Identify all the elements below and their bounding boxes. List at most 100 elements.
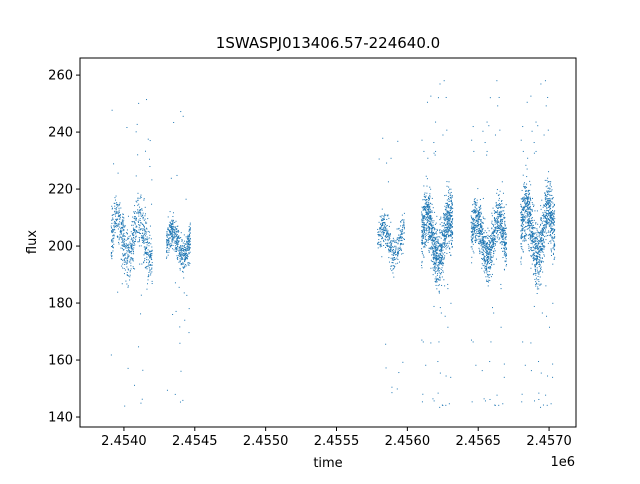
data-point	[528, 207, 530, 209]
x-tick-label: 2.4555	[314, 434, 360, 449]
data-point	[540, 217, 542, 219]
data-point	[132, 258, 134, 260]
data-point	[493, 242, 495, 244]
data-point	[447, 216, 449, 218]
data-point	[422, 209, 424, 211]
data-point	[132, 240, 134, 242]
data-point	[112, 239, 114, 241]
data-point	[537, 244, 539, 246]
data-point	[548, 199, 550, 201]
data-point	[451, 233, 453, 235]
data-point	[547, 210, 549, 212]
data-point	[174, 236, 176, 238]
data-point	[529, 198, 531, 200]
data-point	[551, 251, 552, 253]
data-point	[450, 230, 452, 232]
data-point	[444, 227, 446, 229]
data-point	[425, 232, 427, 234]
data-point	[473, 224, 475, 226]
data-point	[174, 245, 176, 247]
data-point	[151, 262, 153, 264]
data-point	[547, 242, 549, 244]
data-point	[547, 177, 549, 179]
data-point	[550, 233, 552, 235]
data-point	[532, 274, 534, 276]
data-point	[521, 246, 523, 248]
data-point	[487, 252, 489, 254]
data-point	[421, 230, 423, 232]
data-point	[552, 253, 554, 255]
data-point	[527, 157, 529, 159]
data-point	[480, 219, 482, 221]
data-point	[149, 251, 151, 253]
data-point	[130, 231, 132, 233]
data-point	[520, 258, 522, 260]
data-point	[551, 212, 553, 214]
data-point	[432, 233, 434, 235]
data-point	[140, 194, 142, 196]
data-point	[140, 212, 142, 214]
data-point	[182, 242, 184, 244]
data-point	[529, 220, 531, 222]
data-point	[446, 185, 448, 187]
data-point	[533, 253, 535, 255]
data-point	[471, 223, 473, 225]
data-point	[399, 238, 401, 240]
data-point	[477, 224, 479, 226]
data-point	[482, 239, 484, 241]
data-point	[379, 229, 381, 231]
data-point	[549, 190, 551, 192]
data-point	[488, 125, 490, 127]
data-point	[448, 207, 450, 209]
data-point	[472, 233, 474, 235]
data-point	[541, 243, 543, 245]
data-point	[489, 242, 491, 244]
data-point	[425, 210, 427, 212]
data-point	[425, 203, 427, 205]
data-point	[382, 223, 384, 225]
data-point	[506, 264, 508, 265]
data-point	[120, 232, 122, 234]
data-point	[139, 206, 141, 208]
data-point	[492, 235, 494, 237]
data-point	[131, 224, 133, 226]
data-point	[172, 212, 174, 214]
data-point	[482, 243, 484, 245]
data-point	[150, 272, 152, 274]
data-point	[493, 231, 495, 233]
data-point	[551, 228, 553, 230]
data-point	[499, 226, 501, 228]
data-point	[527, 243, 529, 245]
data-point	[427, 230, 429, 232]
data-point	[119, 202, 121, 204]
data-point	[535, 237, 537, 239]
data-point	[183, 246, 185, 248]
data-point	[486, 232, 488, 234]
data-point	[447, 210, 449, 212]
data-point	[432, 267, 434, 269]
data-point	[179, 246, 181, 248]
data-point	[532, 260, 534, 262]
data-point	[522, 126, 524, 128]
data-point	[112, 217, 114, 219]
data-point	[553, 230, 555, 232]
data-point	[490, 249, 492, 251]
data-point	[425, 239, 427, 240]
data-point	[545, 216, 547, 218]
data-point	[529, 211, 531, 213]
data-point	[448, 223, 450, 225]
data-point	[435, 243, 437, 245]
data-point	[473, 226, 475, 228]
data-point	[135, 226, 137, 228]
data-point	[505, 254, 507, 256]
data-point	[478, 211, 480, 213]
data-point	[503, 216, 505, 218]
data-point	[528, 207, 530, 209]
data-point	[551, 225, 553, 227]
data-point	[497, 226, 499, 228]
data-point	[446, 129, 448, 131]
data-point	[527, 234, 529, 236]
data-point	[426, 178, 428, 180]
data-point	[176, 235, 178, 237]
data-point	[424, 217, 426, 219]
